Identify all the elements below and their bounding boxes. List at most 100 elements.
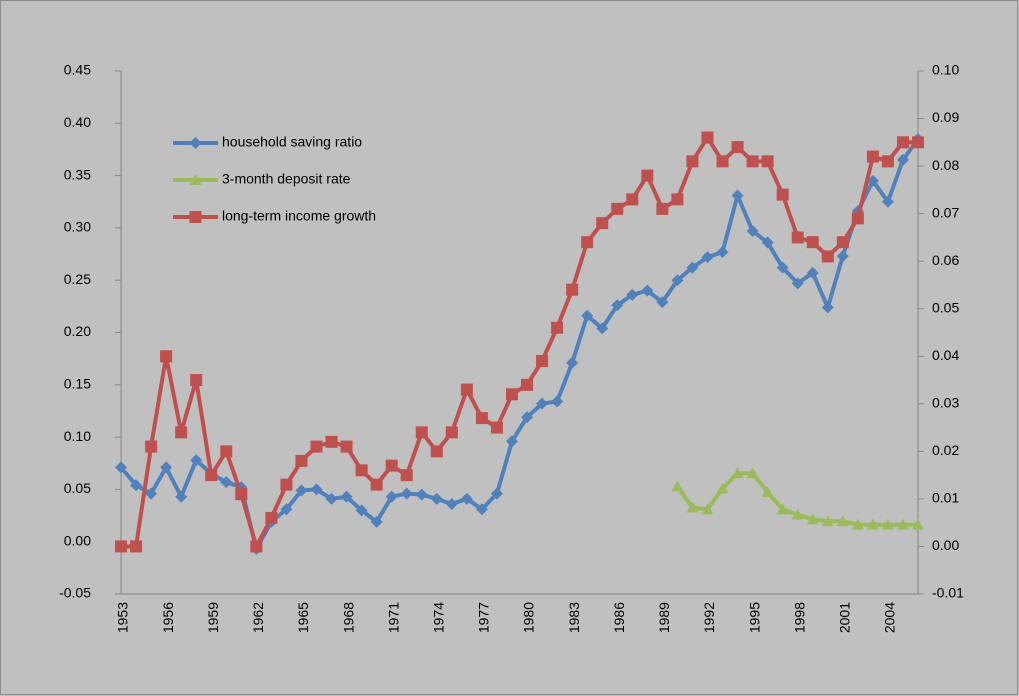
marker-square <box>340 440 353 453</box>
marker-diamond <box>641 284 654 297</box>
marker-square <box>475 412 488 425</box>
x-tick-label: 1992 <box>701 602 717 633</box>
y2-tick-label: 0.05 <box>932 299 959 315</box>
marker-square <box>656 202 669 215</box>
marker-square <box>505 388 518 401</box>
legend-label: long-term income growth <box>222 208 376 224</box>
x-tick-label: 1953 <box>115 602 131 633</box>
marker-square <box>551 321 564 334</box>
y2-tick-label: -0.01 <box>932 585 964 601</box>
x-tick-label: 1959 <box>205 602 221 633</box>
y2-tick-label: 0.09 <box>932 109 959 125</box>
marker-diamond <box>896 153 909 166</box>
marker-square <box>881 155 894 168</box>
marker-diamond <box>460 492 473 505</box>
y-tick-label: 0.25 <box>64 271 91 287</box>
marker-diamond <box>611 299 624 312</box>
marker-square <box>791 231 804 244</box>
marker-diamond <box>145 487 158 500</box>
marker-square <box>445 426 458 439</box>
marker-square <box>716 155 729 168</box>
marker-diamond <box>310 483 323 496</box>
marker-square <box>536 355 549 368</box>
marker-diamond <box>836 250 849 263</box>
marker-diamond <box>566 356 579 369</box>
x-tick-label: 1995 <box>746 602 762 633</box>
y-tick-label: 0.15 <box>64 376 91 392</box>
y-tick-label: 0.00 <box>64 532 91 548</box>
marker-diamond <box>521 411 534 424</box>
marker-triangle <box>806 513 819 525</box>
marker-square <box>641 169 654 182</box>
marker-diamond <box>551 395 564 408</box>
marker-diamond <box>791 277 804 290</box>
marker-triangle <box>836 515 849 527</box>
marker-square <box>115 540 127 553</box>
marker-diamond <box>731 189 744 202</box>
y2-tick-label: 0.00 <box>932 537 959 553</box>
y2-tick-label: 0.10 <box>932 62 959 78</box>
marker-triangle <box>851 518 864 530</box>
marker-diamond <box>370 515 383 528</box>
marker-square <box>776 188 789 201</box>
marker-square <box>806 236 819 249</box>
marker-square <box>370 478 383 491</box>
marker-diamond <box>280 503 293 516</box>
marker-square <box>671 193 684 206</box>
marker-diamond <box>295 484 308 497</box>
marker-square <box>611 202 624 215</box>
x-tick-label: 1980 <box>521 602 537 633</box>
marker-triangle <box>671 480 684 492</box>
marker-triangle <box>866 518 879 530</box>
marker-diamond <box>746 225 759 238</box>
marker-triangle <box>821 515 834 527</box>
marker-triangle <box>791 508 804 520</box>
marker-diamond <box>490 487 503 500</box>
marker-square <box>731 141 744 154</box>
marker-diamond <box>505 435 518 448</box>
marker-square <box>250 540 263 553</box>
marker-square <box>746 155 759 168</box>
marker-diamond <box>400 487 413 500</box>
marker-diamond <box>701 251 714 264</box>
marker-square <box>175 426 188 439</box>
y2-tick-label: 0.06 <box>932 252 959 268</box>
marker-square <box>460 383 473 396</box>
marker-square <box>220 445 233 458</box>
marker-diamond <box>686 261 699 274</box>
x-tick-label: 1965 <box>295 602 311 633</box>
marker-triangle <box>761 486 774 498</box>
marker-square <box>866 150 879 163</box>
marker-diamond <box>776 261 789 274</box>
marker-diamond <box>866 174 879 187</box>
marker-diamond <box>761 236 774 249</box>
marker-square <box>280 478 293 491</box>
y-tick-label: 0.10 <box>64 428 91 444</box>
marker-diamond <box>220 476 233 489</box>
y-tick-label: 0.20 <box>64 323 91 339</box>
marker-triangle <box>731 467 744 479</box>
marker-square <box>851 212 864 225</box>
marker-square <box>701 131 714 144</box>
y-tick-label: 0.35 <box>64 166 91 182</box>
marker-square <box>235 488 248 501</box>
marker-triangle <box>776 503 789 515</box>
marker-square <box>490 421 503 434</box>
marker-diamond <box>340 490 353 503</box>
legend-label: household saving ratio <box>222 134 362 150</box>
marker-square <box>430 445 443 458</box>
marker-square <box>205 469 218 482</box>
marker-square <box>385 459 398 472</box>
marker-diamond <box>821 301 834 314</box>
marker-diamond <box>415 488 428 501</box>
marker-square <box>355 464 368 477</box>
marker-diamond <box>190 454 203 467</box>
marker-square <box>896 136 909 149</box>
marker-triangle <box>686 501 699 513</box>
marker-square <box>189 211 202 223</box>
marker-square <box>581 236 594 249</box>
marker-diamond <box>385 490 398 503</box>
